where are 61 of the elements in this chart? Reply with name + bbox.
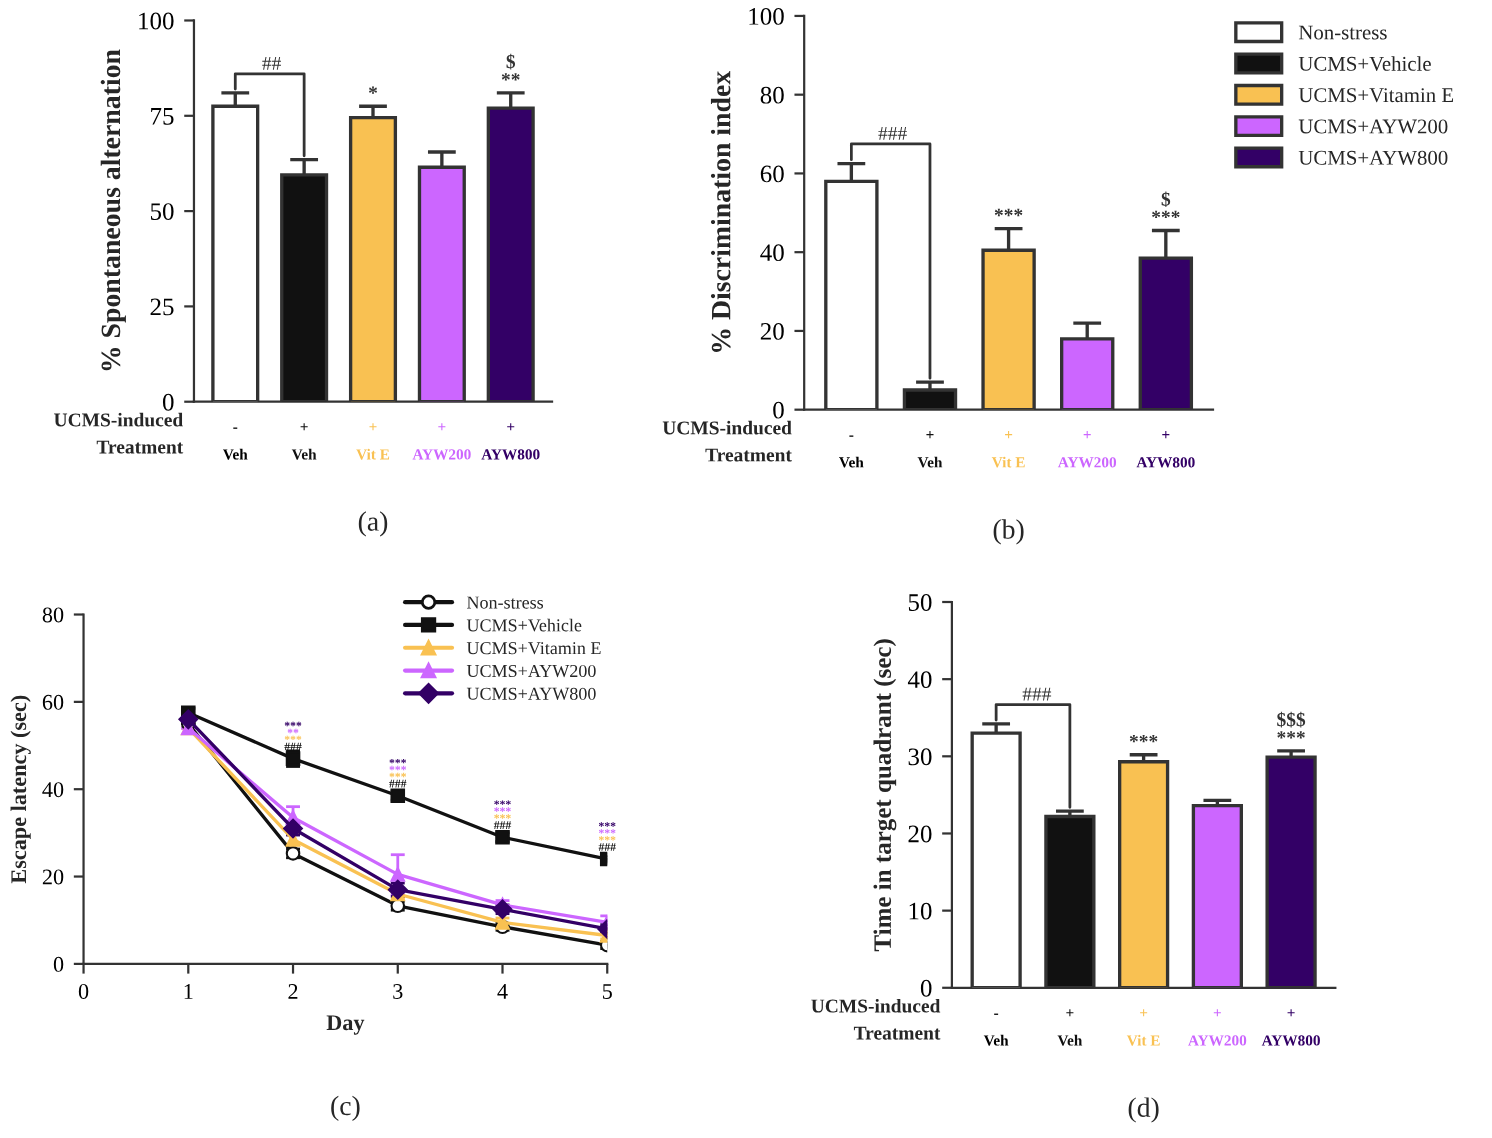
y-tick-label: 40 xyxy=(760,244,784,262)
annotation: ### xyxy=(878,127,907,140)
legend-label: UCMS+AYW200 xyxy=(1298,119,1448,134)
x-tick-label: 4 xyxy=(497,984,508,999)
y-axis-title: Time in target quadrant (sec) xyxy=(873,639,897,952)
annotation: ** xyxy=(501,73,520,81)
legend-label: Non-stress xyxy=(1298,25,1387,40)
legend-label: UCMS+Vitamin E xyxy=(1298,88,1454,103)
x-axis-title: UCMS-induced Treatment xyxy=(54,412,184,454)
y-tick-label: 80 xyxy=(42,607,64,623)
y-tick-label: 0 xyxy=(162,393,174,411)
x-tick-label: 2 xyxy=(288,984,298,999)
annotation: $ xyxy=(1161,191,1171,208)
x-tick-label: 0 xyxy=(78,983,89,999)
y-tick-label: 0 xyxy=(53,956,64,972)
annotation: $$$ xyxy=(1277,711,1306,728)
legend-label: UCMS+AYW200 xyxy=(466,664,596,678)
legend-label: UCMS+Vehicle xyxy=(1298,56,1431,71)
legend-label: UCMS+Vitamin E xyxy=(466,642,601,655)
x-tick-label: 5 xyxy=(602,984,612,999)
y-tick-label: 30 xyxy=(908,748,932,766)
legend-label: UCMS+Vehicle xyxy=(466,618,582,632)
annotation: * xyxy=(368,86,378,94)
y-tick-label: 10 xyxy=(909,902,932,920)
annotation: ## xyxy=(262,56,281,70)
y-tick-label: 50 xyxy=(150,203,174,221)
x-axis-title: Day xyxy=(326,1015,365,1035)
annotation: ### xyxy=(1022,687,1052,701)
annotation: $ xyxy=(506,53,516,70)
text: (c) xyxy=(331,1095,360,1121)
x-tick-label: 3 xyxy=(393,984,403,999)
text: (d) xyxy=(1128,1097,1159,1123)
y-tick-label: 50 xyxy=(908,594,932,611)
y-tick-label: 25 xyxy=(150,298,174,316)
legend-label: UCMS+AYW800 xyxy=(1298,150,1448,165)
y-tick-label: 60 xyxy=(42,694,64,710)
text: (b) xyxy=(993,519,1024,545)
x-axis-title: UCMS-induced Treatment xyxy=(662,420,792,462)
y-tick-label: 60 xyxy=(760,165,784,183)
annotation: *** xyxy=(1129,735,1158,743)
x-tick-label: 1 xyxy=(184,984,193,999)
y-tick-label: 0 xyxy=(773,401,784,419)
y-tick-label: 75 xyxy=(151,108,174,125)
y-axis-title: % Discrimination index xyxy=(710,70,731,352)
annotation: *** xyxy=(1152,210,1180,219)
annotation: *** xyxy=(994,208,1023,217)
annotation: *** xyxy=(1277,731,1305,739)
text: (a) xyxy=(358,511,388,537)
y-tick-label: 100 xyxy=(749,7,784,25)
legend-label: Non-stress xyxy=(466,596,544,609)
y-tick-label: 40 xyxy=(42,782,64,798)
y-tick-label: 100 xyxy=(139,12,174,30)
y-tick-label: 80 xyxy=(760,86,784,104)
y-tick-label: 20 xyxy=(908,825,932,843)
y-axis-title: Escape latency (sec) xyxy=(10,695,31,884)
y-tick-label: 20 xyxy=(42,869,64,885)
y-tick-label: 40 xyxy=(907,671,932,689)
legend-label: UCMS+AYW800 xyxy=(466,687,596,700)
y-axis-title: % Spontaneous alternation xyxy=(100,49,126,371)
y-tick-label: 20 xyxy=(760,322,784,340)
x-axis-title: UCMS-induced Treatment xyxy=(811,998,941,1040)
